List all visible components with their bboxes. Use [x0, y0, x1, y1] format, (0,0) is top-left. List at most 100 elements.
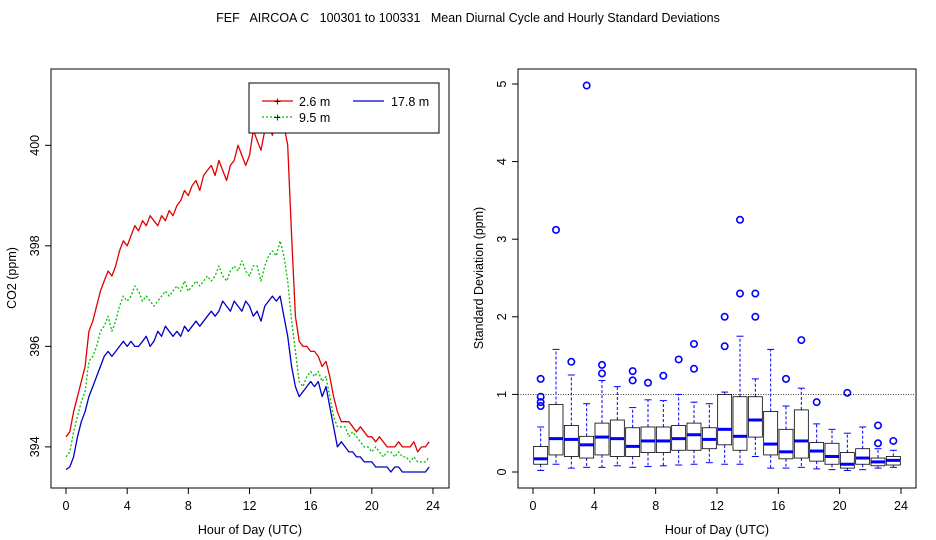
boxplot-outlier: [720, 312, 729, 321]
boxplot-outlier: [751, 312, 760, 321]
boxplot-box: [824, 442, 840, 465]
boxplot-outlier: [551, 225, 560, 234]
boxplot-outlier: [889, 436, 898, 445]
boxplot-hour: [533, 374, 549, 471]
boxplot-outlier: [628, 367, 637, 376]
legend-box: [248, 82, 440, 134]
right-y-tick-label: 4: [495, 158, 509, 165]
right-x-tick-label: 8: [652, 499, 659, 513]
boxplot-outlier: [873, 439, 882, 448]
boxplot-outlier: [735, 289, 744, 298]
boxplot-outlier: [797, 336, 806, 345]
left-x-tick-label: 8: [185, 499, 192, 513]
boxplot-outlier: [659, 371, 668, 380]
boxplot-outlier: [689, 339, 698, 348]
boxplot-outlier: [781, 374, 790, 383]
boxplot-outlier: [643, 378, 652, 387]
right-y-tick-label: 5: [495, 80, 509, 87]
legend-label-17-8m: 17.8 m: [391, 95, 429, 109]
boxplot-hour: [885, 436, 901, 468]
boxplot-box: [793, 409, 809, 459]
right-y-tick-label: 1: [495, 391, 509, 398]
boxplot-hour: [609, 386, 625, 467]
boxplot-hour: [548, 225, 564, 465]
co2-diurnal-panel: 0 4 8 12 16 20 24 394 396 398 400 Hour of Day (UTC…: [5, 68, 450, 537]
left-y-tick-label: 398: [28, 235, 42, 256]
right-x-axis-label: Hour of Day (UTC): [665, 523, 769, 537]
boxplot-outlier: [735, 215, 744, 224]
boxplot-hour: [732, 215, 748, 465]
boxplot-box: [778, 428, 794, 460]
left-y-axis-label: CO2 (ppm): [5, 247, 19, 309]
boxplot-outlier: [689, 364, 698, 373]
right-x-tick-label: 24: [894, 499, 908, 513]
boxplot-box: [563, 425, 579, 457]
boxplot-outlier: [567, 357, 576, 366]
left-x-tick-label: 16: [304, 499, 318, 513]
left-x-tick-label: 12: [243, 499, 257, 513]
boxplot-outlier: [597, 360, 606, 369]
boxplot-outlier: [674, 355, 683, 364]
right-x-tick-label: 0: [530, 499, 537, 513]
left-x-tick-label: 20: [365, 499, 379, 513]
left-x-axis-label: Hour of Day (UTC): [198, 523, 302, 537]
boxplot-hour: [870, 421, 886, 469]
boxplot-outlier: [628, 376, 637, 385]
boxplot-box: [747, 396, 763, 438]
boxplot-hour: [671, 355, 687, 466]
boxplot-box: [548, 404, 564, 456]
legend: + 2.6 m + 9.5 m 17.8 m: [248, 82, 440, 134]
boxplot-box: [594, 422, 610, 456]
boxplot-box: [855, 448, 871, 465]
legend-label-2-6m: 2.6 m: [299, 95, 330, 109]
boxplot-hour: [839, 388, 855, 471]
legend-marker-2-6m: +: [274, 95, 281, 109]
boxplot-hour: [763, 348, 779, 469]
boxplot-hour: [625, 367, 641, 468]
right-y-tick-label: 0: [495, 468, 509, 475]
boxplot-hour: [809, 398, 825, 470]
boxplot-outlier: [536, 374, 545, 383]
boxplot-hour: [686, 339, 702, 465]
left-y-tick-label: 396: [28, 336, 42, 357]
boxplot-hour: [579, 81, 595, 468]
boxplot-hour: [717, 312, 733, 465]
boxplot-box: [686, 422, 702, 451]
boxplot-hour: [701, 403, 717, 464]
legend-marker-9-5m: +: [274, 111, 281, 125]
boxplot-hour: [747, 289, 763, 457]
boxplot-box: [533, 445, 549, 465]
boxplot-hour: [793, 336, 809, 468]
left-x-tick-label: 4: [124, 499, 131, 513]
right-y-tick-label: 2: [495, 313, 509, 320]
boxplot-outlier: [536, 402, 545, 411]
boxplot-outlier: [536, 392, 545, 401]
boxplot-hour: [855, 426, 871, 471]
figure-title: FEF AIRCOA C 100301 to 100331 Mean Diurn…: [216, 11, 720, 25]
left-axis-ticks: 0 4 8 12 16 20 24 394 396 398 400: [28, 135, 440, 513]
boxplot-hour: [640, 378, 656, 468]
right-y-axis-label: Standard Deviation (ppm): [472, 207, 486, 349]
boxplot-hour: [594, 360, 610, 468]
boxplot-outlier: [873, 421, 882, 430]
left-x-tick-label: 24: [426, 499, 440, 513]
right-y-tick-label: 3: [495, 236, 509, 243]
boxplot-outlier: [720, 342, 729, 351]
boxplot-box: [763, 411, 779, 456]
boxplot-outlier: [843, 388, 852, 397]
boxplot-hour: [655, 371, 671, 467]
right-x-tick-label: 20: [833, 499, 847, 513]
right-x-tick-label: 12: [710, 499, 724, 513]
left-x-tick-label: 0: [63, 499, 70, 513]
series-line-9-5-m: [65, 240, 430, 463]
boxplot-box: [717, 393, 733, 446]
boxplot-box: [625, 427, 641, 457]
series-line-17-8-m: [65, 295, 430, 473]
boxplots: [533, 81, 901, 471]
left-y-tick-label: 400: [28, 135, 42, 156]
series-line-2-6-m: [65, 94, 430, 453]
boxplot-outlier: [582, 81, 591, 90]
